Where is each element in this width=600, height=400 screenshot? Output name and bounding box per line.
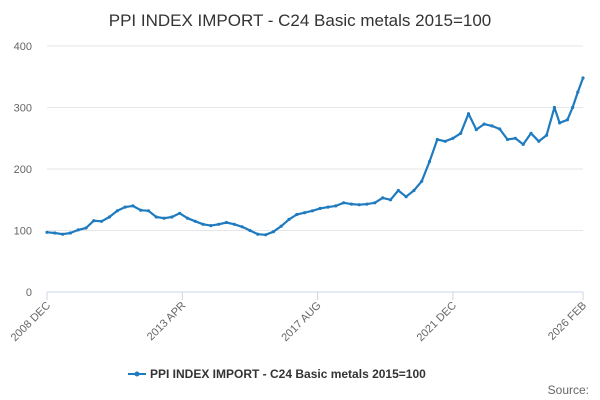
data-point[interactable]: [420, 179, 424, 183]
data-point[interactable]: [279, 224, 283, 228]
data-point[interactable]: [451, 136, 455, 140]
data-point[interactable]: [154, 215, 158, 219]
data-point[interactable]: [115, 209, 119, 213]
grid-lines: [47, 45, 583, 231]
x-axis-ticks: 2008 DEC 2013 APR 2017 AUG 2021 DEC 2026 FEB: [9, 292, 589, 344]
data-point[interactable]: [123, 205, 127, 209]
data-point[interactable]: [318, 206, 322, 210]
data-point[interactable]: [498, 127, 502, 131]
series-line-group: [45, 76, 585, 237]
data-point[interactable]: [521, 142, 525, 146]
data-point[interactable]: [505, 137, 510, 142]
data-point[interactable]: [466, 112, 471, 116]
data-point[interactable]: [256, 232, 260, 236]
data-point[interactable]: [482, 122, 486, 126]
data-point[interactable]: [271, 230, 275, 234]
y-tick-label: 0: [26, 287, 32, 299]
data-point[interactable]: [404, 195, 408, 199]
data-point[interactable]: [357, 203, 361, 207]
data-point[interactable]: [459, 131, 463, 135]
data-point[interactable]: [427, 160, 432, 164]
data-point[interactable]: [396, 188, 400, 193]
data-point[interactable]: [326, 205, 330, 209]
data-point[interactable]: [490, 124, 494, 128]
data-point[interactable]: [209, 224, 213, 228]
chart-title: PPI INDEX IMPORT - C24 Basic metals 2015…: [109, 11, 492, 30]
data-point[interactable]: [513, 136, 517, 140]
x-tick-label: 2008 DEC: [9, 300, 53, 344]
data-point[interactable]: [92, 219, 96, 223]
data-point[interactable]: [224, 220, 229, 225]
data-point[interactable]: [240, 225, 244, 229]
data-point[interactable]: [474, 128, 478, 132]
data-point[interactable]: [545, 133, 549, 137]
x-tick-label: 2013 APR: [145, 300, 189, 344]
data-point[interactable]: [287, 217, 291, 221]
data-point[interactable]: [435, 137, 439, 142]
data-point[interactable]: [571, 105, 575, 110]
data-point[interactable]: [170, 215, 174, 219]
data-point[interactable]: [365, 202, 369, 206]
data-point[interactable]: [248, 228, 252, 233]
data-point[interactable]: [295, 212, 299, 217]
data-point[interactable]: [264, 233, 268, 237]
source-label: Source:: [548, 383, 589, 397]
y-tick-label: 300: [14, 103, 32, 115]
data-point[interactable]: [107, 215, 111, 219]
data-point[interactable]: [381, 196, 385, 200]
data-point[interactable]: [84, 226, 88, 230]
data-point[interactable]: [388, 198, 393, 202]
data-point[interactable]: [100, 219, 104, 223]
data-point[interactable]: [537, 139, 541, 143]
data-point[interactable]: [193, 219, 197, 223]
data-point[interactable]: [162, 216, 166, 220]
data-point[interactable]: [581, 76, 585, 80]
data-point[interactable]: [131, 204, 135, 208]
data-point[interactable]: [310, 209, 314, 213]
data-point[interactable]: [53, 231, 57, 235]
x-tick-label: 2017 AUG: [279, 300, 323, 344]
series-line[interactable]: [46, 77, 585, 236]
data-point[interactable]: [529, 131, 533, 135]
data-point[interactable]: [334, 204, 338, 208]
data-point[interactable]: [565, 118, 570, 122]
data-point[interactable]: [45, 230, 49, 234]
x-tick-label: 2026 FEB: [546, 300, 589, 343]
data-point[interactable]: [146, 209, 151, 213]
data-point[interactable]: [558, 121, 562, 125]
data-point[interactable]: [76, 228, 80, 232]
data-point[interactable]: [412, 188, 416, 193]
data-point[interactable]: [178, 211, 182, 215]
y-tick-label: 100: [14, 226, 32, 238]
data-point[interactable]: [303, 211, 307, 215]
data-point[interactable]: [185, 216, 190, 220]
legend[interactable]: PPI INDEX IMPORT - C24 Basic metals 2015…: [128, 367, 426, 381]
y-tick-label: 400: [14, 41, 32, 53]
data-point[interactable]: [61, 232, 65, 236]
data-point[interactable]: [342, 201, 346, 205]
data-point[interactable]: [217, 222, 221, 226]
x-tick-label: 2021 DEC: [415, 300, 459, 344]
data-point[interactable]: [68, 231, 72, 235]
legend-marker-symbol: [134, 371, 140, 377]
y-axis-tick-labels: 0 100 200 300 400: [14, 41, 32, 299]
data-point[interactable]: [232, 222, 236, 226]
data-point[interactable]: [349, 202, 353, 206]
y-tick-label: 200: [14, 164, 32, 176]
data-point[interactable]: [373, 201, 377, 205]
data-point[interactable]: [576, 90, 580, 94]
data-point[interactable]: [443, 139, 447, 143]
data-point[interactable]: [552, 105, 557, 110]
legend-label: PPI INDEX IMPORT - C24 Basic metals 2015…: [150, 367, 426, 381]
data-point[interactable]: [201, 222, 205, 226]
data-point[interactable]: [139, 208, 143, 212]
